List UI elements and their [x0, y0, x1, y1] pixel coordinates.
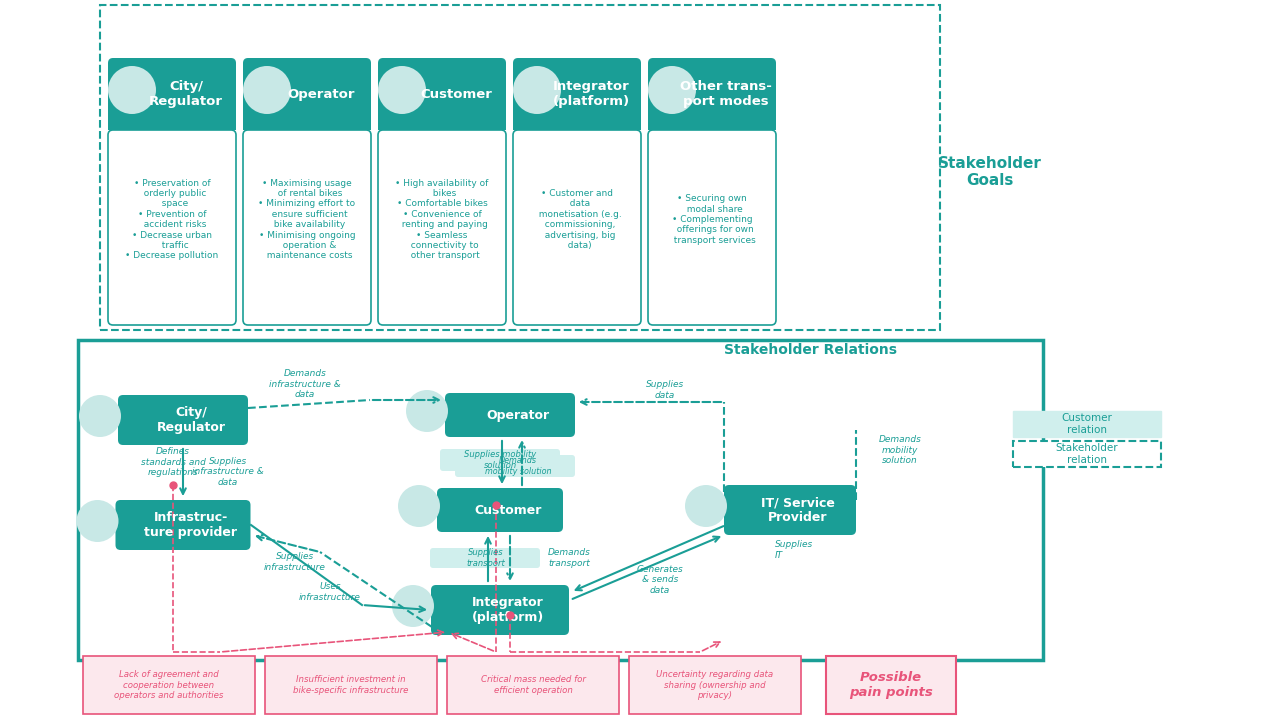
Text: Operator: Operator: [287, 88, 355, 101]
FancyBboxPatch shape: [430, 548, 540, 568]
Text: Stakeholder
relation: Stakeholder relation: [1056, 444, 1119, 465]
Ellipse shape: [378, 66, 426, 114]
Text: • Maximising usage
  of rental bikes
• Minimizing effort to
  ensure sufficient
: • Maximising usage of rental bikes • Min…: [259, 179, 356, 261]
Ellipse shape: [392, 585, 434, 627]
FancyBboxPatch shape: [436, 488, 563, 532]
Bar: [628, 656, 801, 714]
FancyBboxPatch shape: [118, 395, 248, 445]
Ellipse shape: [648, 66, 696, 114]
FancyBboxPatch shape: [431, 585, 570, 635]
FancyBboxPatch shape: [513, 130, 641, 325]
Text: Stakeholder Relations: Stakeholder Relations: [723, 343, 896, 357]
Text: Supplies mobility
solution: Supplies mobility solution: [463, 450, 536, 469]
Bar: [826, 656, 956, 714]
Text: Demands
mobility solution: Demands mobility solution: [485, 456, 552, 476]
Text: Other trans-
port modes: Other trans- port modes: [680, 80, 772, 108]
Text: • High availability of
  bikes
• Comfortable bikes
• Convenience of
  renting an: • High availability of bikes • Comfortab…: [396, 179, 489, 261]
Text: Demands
transport: Demands transport: [548, 549, 591, 567]
Bar: [1012, 441, 1161, 467]
Ellipse shape: [406, 390, 448, 432]
Bar: [648, 122, 776, 130]
Text: Stakeholder
Goals: Stakeholder Goals: [938, 156, 1042, 188]
Text: Integrator
(platform): Integrator (platform): [472, 596, 544, 624]
Text: Critical mass needed for
efficient operation: Critical mass needed for efficient opera…: [480, 675, 585, 695]
Bar: [513, 122, 641, 130]
Text: Supplies
data: Supplies data: [646, 380, 684, 400]
FancyBboxPatch shape: [115, 500, 251, 550]
Text: • Preservation of
  orderly public
  space
• Prevention of
  accident risks
• De: • Preservation of orderly public space •…: [125, 179, 219, 261]
Text: Uncertainty regarding data
sharing (ownership and
privacy): Uncertainty regarding data sharing (owne…: [657, 670, 773, 700]
Text: • Securing own
  modal share
• Complementing
  offerings for own
  transport ser: • Securing own modal share • Complementi…: [668, 194, 756, 245]
Text: Infrastruc-
ture provider: Infrastruc- ture provider: [145, 511, 238, 539]
FancyBboxPatch shape: [440, 449, 561, 471]
Bar: [83, 656, 255, 714]
FancyBboxPatch shape: [243, 130, 371, 325]
Text: Demands
infrastructure &
data: Demands infrastructure & data: [269, 369, 340, 399]
Text: Generates
& sends
data: Generates & sends data: [636, 565, 684, 595]
Text: Lack of agreement and
cooperation between
operators and authorities: Lack of agreement and cooperation betwee…: [114, 670, 224, 700]
Text: Operator: Operator: [486, 408, 549, 421]
Text: IT/ Service
Provider: IT/ Service Provider: [762, 496, 835, 524]
Text: Possible
pain points: Possible pain points: [849, 671, 933, 699]
FancyBboxPatch shape: [445, 393, 575, 437]
Text: Customer
relation: Customer relation: [1061, 413, 1112, 435]
Text: Supplies
transport: Supplies transport: [467, 549, 506, 567]
Text: Customer: Customer: [475, 503, 541, 516]
Text: Integrator
(platform): Integrator (platform): [553, 80, 630, 108]
Text: City/
Regulator: City/ Regulator: [156, 406, 225, 434]
Bar: [447, 656, 620, 714]
Ellipse shape: [243, 66, 291, 114]
FancyBboxPatch shape: [378, 58, 506, 130]
Bar: [243, 122, 371, 130]
Text: Defines
standards and
regulations: Defines standards and regulations: [141, 447, 205, 477]
Text: Uses
infrastructure: Uses infrastructure: [300, 582, 361, 602]
Bar: [265, 656, 436, 714]
Ellipse shape: [108, 66, 156, 114]
Text: Customer: Customer: [420, 88, 492, 101]
Text: Insufficient investment in
bike-specific infrastructure: Insufficient investment in bike-specific…: [293, 675, 408, 695]
Text: Supplies
infrastructure: Supplies infrastructure: [264, 552, 326, 572]
Text: City/
Regulator: City/ Regulator: [148, 80, 223, 108]
FancyBboxPatch shape: [108, 58, 236, 130]
FancyBboxPatch shape: [724, 485, 856, 535]
Ellipse shape: [513, 66, 561, 114]
FancyBboxPatch shape: [243, 58, 371, 130]
FancyBboxPatch shape: [513, 58, 641, 130]
Text: • Customer and
  data
  monetisation (e.g.
  commissioning,
  advertising, big
 : • Customer and data monetisation (e.g. c…: [532, 189, 621, 250]
Bar: [1012, 411, 1161, 437]
Text: Supplies
infrastructure &
data: Supplies infrastructure & data: [192, 457, 264, 487]
FancyBboxPatch shape: [454, 455, 575, 477]
Ellipse shape: [398, 485, 440, 527]
FancyBboxPatch shape: [648, 58, 776, 130]
FancyBboxPatch shape: [648, 130, 776, 325]
Ellipse shape: [685, 485, 727, 527]
Bar: [108, 122, 236, 130]
Text: Supplies
IT: Supplies IT: [774, 540, 813, 559]
Bar: [100, 5, 940, 330]
Bar: [78, 340, 1043, 660]
Bar: [378, 122, 506, 130]
Ellipse shape: [77, 500, 119, 542]
FancyBboxPatch shape: [108, 130, 236, 325]
Text: Demands
mobility
solution: Demands mobility solution: [878, 435, 922, 465]
Ellipse shape: [79, 395, 122, 437]
FancyBboxPatch shape: [378, 130, 506, 325]
